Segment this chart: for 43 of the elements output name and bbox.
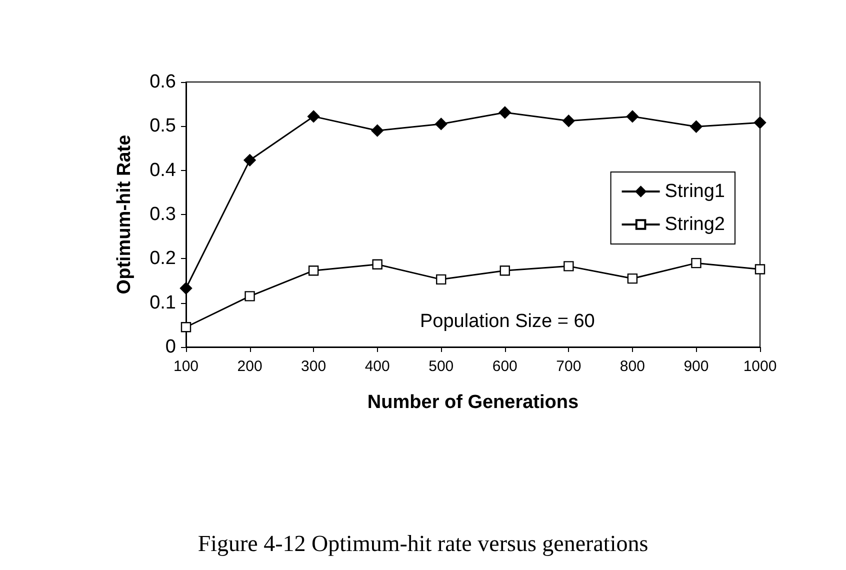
x-tick-label: 600 xyxy=(492,358,518,375)
x-tick-label: 900 xyxy=(684,358,709,375)
annotation: Population Size = 60 xyxy=(420,311,595,332)
point xyxy=(436,274,446,285)
point xyxy=(500,265,510,276)
x-tick-label: 100 xyxy=(173,358,199,375)
point xyxy=(244,291,255,302)
point xyxy=(626,110,639,123)
point xyxy=(498,106,511,119)
caption: Figure 4-12 Optimum-hit rate versus generations xyxy=(198,531,648,556)
y-tick-label: 0.2 xyxy=(150,248,176,270)
point xyxy=(564,261,574,272)
point xyxy=(435,118,448,130)
legend-label: String2 xyxy=(664,214,725,235)
y-tick-label: 0 xyxy=(165,336,176,358)
point xyxy=(691,258,702,268)
y-axis-title: Optimum-hit Rate xyxy=(114,134,135,294)
point xyxy=(307,110,320,123)
x-tick-label: 500 xyxy=(428,358,454,375)
x-tick-label: 1000 xyxy=(743,358,777,375)
point xyxy=(754,116,766,129)
y-tick-label: 0.5 xyxy=(150,116,176,137)
point xyxy=(371,124,384,137)
x-tick-label: 200 xyxy=(237,358,262,375)
y-tick-label: 0.1 xyxy=(150,292,176,314)
y-tick-label: 0.4 xyxy=(150,160,176,181)
point xyxy=(372,259,382,270)
point xyxy=(308,265,319,276)
point xyxy=(690,120,702,133)
x-tick-label: 300 xyxy=(301,358,326,375)
point xyxy=(562,114,575,127)
x-axis-title: Number of Generations xyxy=(367,392,579,413)
legend-label: String1 xyxy=(664,181,725,202)
point xyxy=(180,282,192,294)
x-tick-label: 700 xyxy=(556,358,582,375)
point xyxy=(754,264,766,274)
x-tick-label: 400 xyxy=(364,358,390,375)
y-tick-label: 0.3 xyxy=(150,204,176,225)
point xyxy=(244,154,256,166)
point xyxy=(627,273,638,284)
x-tick-label: 800 xyxy=(620,358,645,375)
y-tick-label: 0.6 xyxy=(150,72,176,92)
point xyxy=(180,322,192,332)
